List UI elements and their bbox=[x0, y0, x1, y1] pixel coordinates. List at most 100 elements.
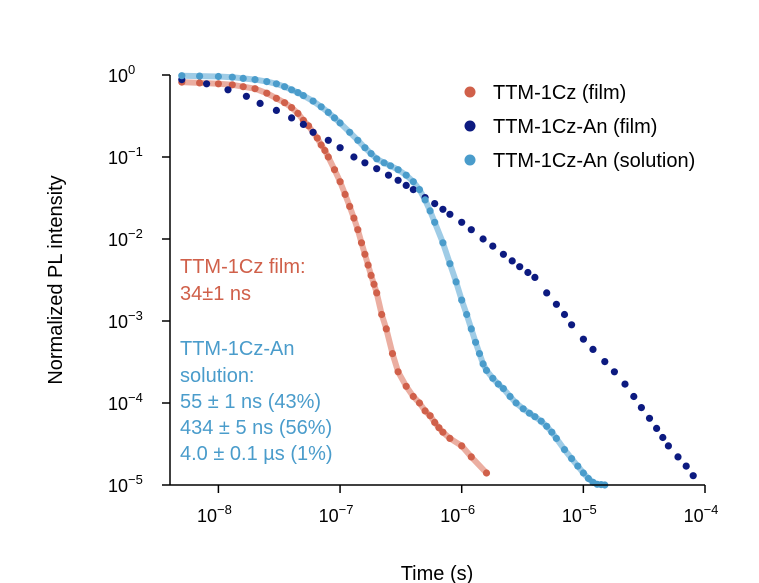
point-series-3 bbox=[439, 239, 447, 247]
point-series-3 bbox=[386, 162, 395, 170]
point-series-2 bbox=[384, 171, 393, 179]
point-series-3 bbox=[309, 97, 317, 105]
point-series-3 bbox=[330, 114, 339, 122]
point-series-3 bbox=[458, 296, 466, 304]
x-axis-label: Time (s) bbox=[401, 563, 474, 583]
point-series-1 bbox=[341, 190, 349, 198]
point-series-2 bbox=[458, 218, 466, 226]
solution-annotation-line-2: 434 ± 5 ns (56%) bbox=[180, 417, 332, 439]
film-annotation-value: 34±1 ns bbox=[180, 283, 251, 305]
point-series-1 bbox=[330, 166, 339, 174]
point-series-3 bbox=[367, 150, 375, 158]
point-series-2 bbox=[256, 99, 264, 107]
point-series-2 bbox=[524, 268, 532, 277]
point-series-3 bbox=[475, 350, 484, 358]
point-series-3 bbox=[178, 72, 186, 80]
point-series-1 bbox=[409, 392, 417, 401]
point-series-2 bbox=[242, 92, 250, 100]
x-tick-label: 10−8 bbox=[197, 502, 232, 526]
point-series-1 bbox=[388, 350, 397, 358]
point-series-3 bbox=[294, 89, 302, 97]
point-series-2 bbox=[516, 263, 524, 271]
point-series-3 bbox=[446, 260, 454, 268]
point-series-2 bbox=[402, 181, 410, 189]
point-series-2 bbox=[309, 128, 317, 136]
point-series-1 bbox=[394, 368, 402, 376]
point-series-3 bbox=[506, 392, 514, 401]
point-series-1 bbox=[324, 153, 332, 161]
point-series-2 bbox=[543, 289, 551, 297]
legend-label-3: TTM-1Cz-An (solution) bbox=[493, 150, 695, 172]
point-series-2 bbox=[601, 358, 609, 366]
point-series-3 bbox=[494, 380, 502, 388]
x-tick-label: 10−6 bbox=[440, 502, 475, 526]
point-series-2 bbox=[203, 80, 211, 88]
point-series-3 bbox=[531, 413, 539, 421]
point-series-1 bbox=[421, 407, 429, 415]
point-series-3 bbox=[317, 103, 325, 111]
point-series-3 bbox=[251, 76, 259, 84]
point-series-2 bbox=[560, 310, 569, 319]
point-series-1 bbox=[482, 469, 491, 477]
point-series-1 bbox=[415, 399, 424, 407]
point-series-3 bbox=[489, 374, 497, 382]
y-axis-label: Normalized PL intensity bbox=[45, 175, 67, 384]
point-series-1 bbox=[354, 226, 362, 234]
point-series-1 bbox=[263, 89, 271, 97]
point-series-3 bbox=[552, 434, 561, 442]
point-series-3 bbox=[373, 155, 381, 163]
point-series-2 bbox=[568, 321, 576, 329]
point-series-2 bbox=[664, 442, 673, 450]
point-series-2 bbox=[499, 250, 507, 258]
point-series-1 bbox=[357, 239, 366, 247]
y-tick-label: 10−1 bbox=[108, 144, 143, 168]
point-series-1 bbox=[402, 382, 410, 390]
legend-label-2: TTM-1Cz-An (film) bbox=[493, 116, 657, 138]
point-series-2 bbox=[630, 392, 638, 401]
point-series-3 bbox=[467, 325, 475, 333]
point-series-1 bbox=[382, 325, 390, 333]
point-series-2 bbox=[336, 144, 344, 152]
point-series-3 bbox=[409, 178, 417, 186]
data-points bbox=[178, 72, 697, 489]
point-series-3 bbox=[426, 207, 434, 215]
point-series-2 bbox=[637, 404, 646, 412]
point-series-1 bbox=[239, 83, 247, 91]
point-series-3 bbox=[579, 469, 588, 477]
point-series-3 bbox=[402, 171, 410, 179]
point-series-3 bbox=[336, 119, 344, 127]
point-series-3 bbox=[361, 144, 369, 152]
point-series-1 bbox=[251, 85, 259, 93]
point-series-3 bbox=[519, 405, 527, 413]
solution-annotation-line-3: 4.0 ± 0.1 µs (1%) bbox=[180, 443, 333, 465]
legend-marker-3 bbox=[464, 154, 476, 166]
point-series-3 bbox=[512, 399, 520, 407]
point-series-2 bbox=[467, 226, 475, 234]
point-series-3 bbox=[560, 446, 569, 454]
x-ticks: 10−8 10−7 10−6 10−5 10−4 bbox=[197, 485, 718, 526]
point-series-2 bbox=[589, 345, 597, 353]
point-series-2 bbox=[489, 242, 497, 250]
point-series-2 bbox=[361, 159, 369, 167]
point-series-3 bbox=[394, 166, 402, 174]
point-series-1 bbox=[370, 280, 378, 288]
point-series-1 bbox=[439, 428, 447, 436]
point-series-2 bbox=[409, 186, 417, 194]
point-series-2 bbox=[689, 472, 697, 480]
point-series-2 bbox=[674, 453, 682, 461]
x-tick-label: 10−7 bbox=[319, 502, 354, 526]
y-tick-label: 10−5 bbox=[108, 472, 143, 496]
point-series-3 bbox=[574, 462, 582, 470]
point-series-2 bbox=[621, 380, 629, 388]
point-series-3 bbox=[479, 360, 487, 368]
annotations: TTM-1Cz film: 34±1 ns TTM-1Cz-An solutio… bbox=[180, 256, 333, 465]
point-series-1 bbox=[373, 289, 381, 297]
point-series-3 bbox=[346, 128, 354, 136]
point-series-2 bbox=[431, 200, 439, 208]
legend: TTM-1Cz (film) TTM-1Cz-An (film) TTM-1Cz-A… bbox=[464, 82, 695, 172]
point-series-3 bbox=[482, 366, 491, 374]
point-series-2 bbox=[479, 235, 487, 243]
point-series-3 bbox=[272, 80, 280, 88]
point-series-3 bbox=[525, 409, 534, 417]
point-series-2 bbox=[324, 136, 332, 144]
